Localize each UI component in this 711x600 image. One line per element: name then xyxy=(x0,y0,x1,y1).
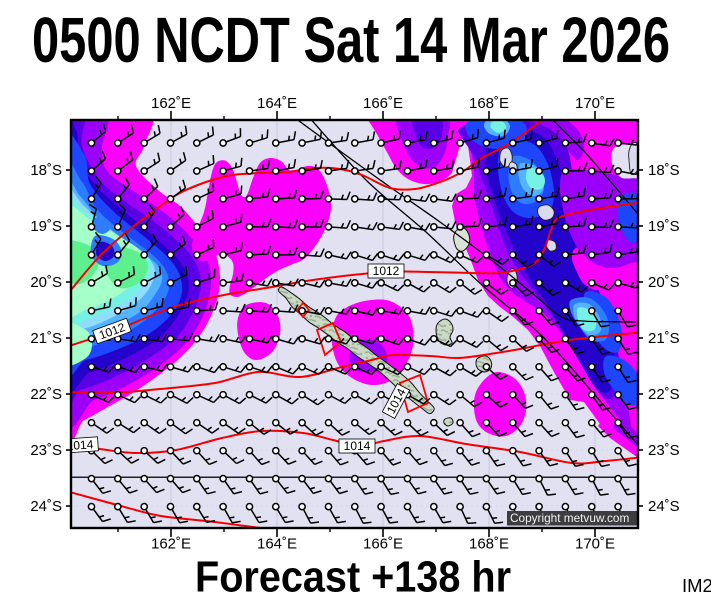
svg-text:IM2: IM2 xyxy=(682,575,711,596)
svg-text:168˚E: 168˚E xyxy=(469,536,509,553)
svg-text:19˚S: 19˚S xyxy=(648,218,680,235)
svg-text:18˚S: 18˚S xyxy=(648,162,680,179)
svg-text:18˚S: 18˚S xyxy=(30,162,62,179)
svg-text:21˚S: 21˚S xyxy=(648,330,680,347)
svg-text:22˚S: 22˚S xyxy=(648,386,680,403)
svg-text:162˚E: 162˚E xyxy=(151,95,191,112)
svg-text:166˚E: 166˚E xyxy=(363,95,403,112)
svg-text:Copyright metvuw.com: Copyright metvuw.com xyxy=(510,511,629,525)
svg-text:23˚S: 23˚S xyxy=(648,442,680,459)
svg-text:1014: 1014 xyxy=(344,439,371,453)
svg-text:164˚E: 164˚E xyxy=(257,95,297,112)
svg-text:20˚S: 20˚S xyxy=(30,274,62,291)
svg-text:Forecast +138 hr: Forecast +138 hr xyxy=(195,553,511,600)
svg-text:20˚S: 20˚S xyxy=(648,274,680,291)
svg-text:24˚S: 24˚S xyxy=(30,498,62,515)
svg-text:164˚E: 164˚E xyxy=(257,536,297,553)
svg-text:170˚E: 170˚E xyxy=(575,536,615,553)
svg-text:24˚S: 24˚S xyxy=(648,498,680,515)
svg-text:21˚S: 21˚S xyxy=(30,330,62,347)
svg-text:1014: 1014 xyxy=(66,437,94,453)
svg-text:1012: 1012 xyxy=(373,264,400,278)
svg-text:170˚E: 170˚E xyxy=(575,95,615,112)
svg-text:162˚E: 162˚E xyxy=(151,536,191,553)
svg-text:23˚S: 23˚S xyxy=(30,442,62,459)
svg-text:0500 NCDT Sat 14 Mar 2026: 0500 NCDT Sat 14 Mar 2026 xyxy=(32,4,670,76)
svg-text:22˚S: 22˚S xyxy=(30,386,62,403)
svg-text:19˚S: 19˚S xyxy=(30,218,62,235)
svg-text:168˚E: 168˚E xyxy=(469,95,509,112)
svg-text:166˚E: 166˚E xyxy=(363,536,403,553)
